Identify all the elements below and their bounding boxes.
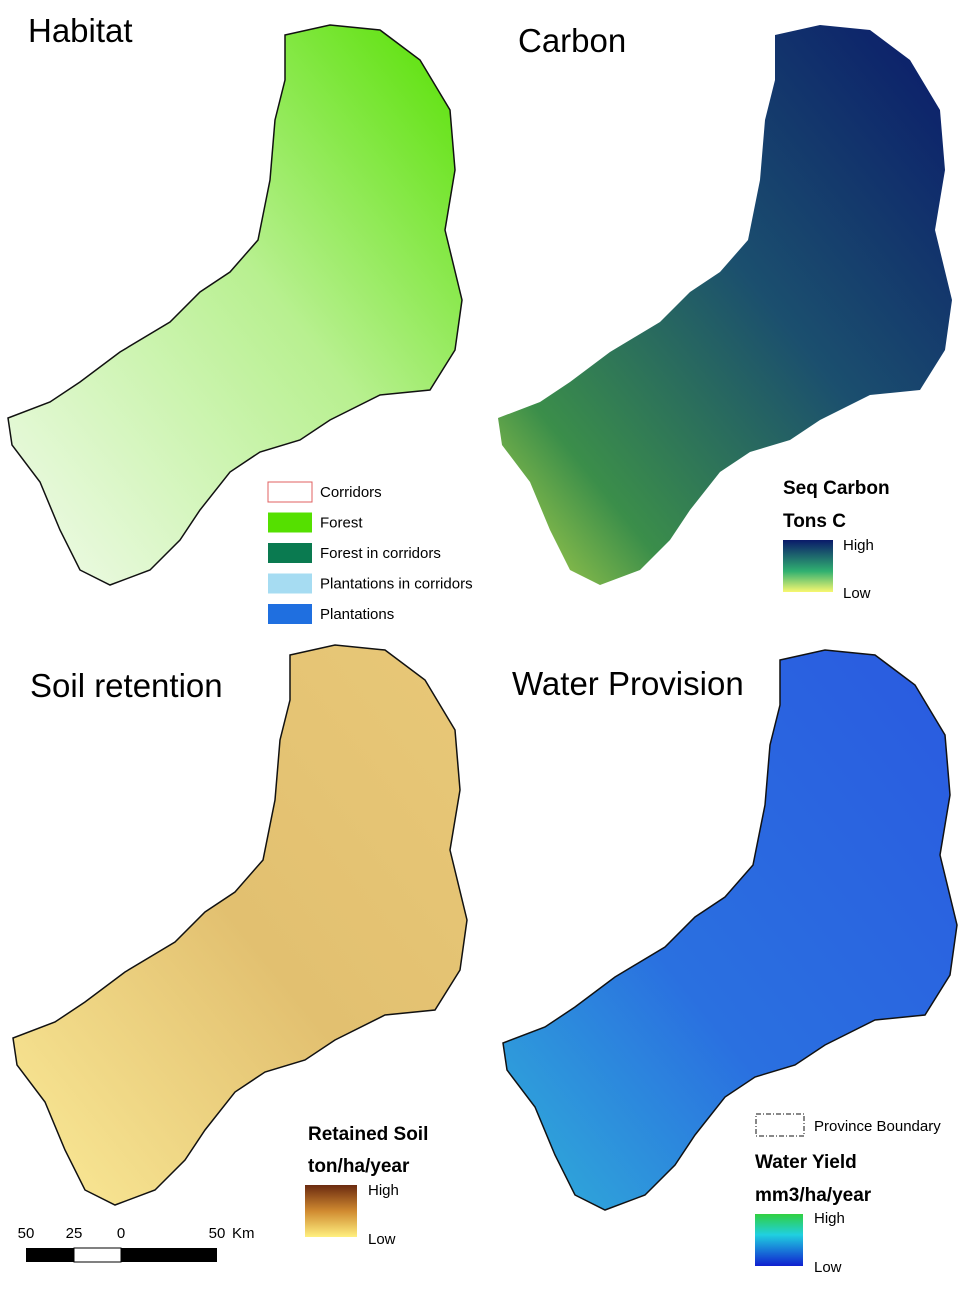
legend-title: Seq Carbon [783,478,890,499]
panel-title: Carbon [518,22,626,59]
soil-map [12,644,468,1206]
legend-swatch [268,604,312,624]
legend-ramp [305,1185,357,1237]
scale-label: 25 [66,1225,83,1242]
legend-ramp [755,1214,803,1266]
panel-title: Soil retention [30,667,223,704]
scale-label: 50 [18,1225,35,1242]
scale-unit: Km [232,1225,255,1242]
legend-label: Plantations [320,606,394,623]
legend-low: Low [814,1259,842,1276]
scale-segment [73,1247,122,1263]
legend-high: High [368,1182,399,1199]
legend-boundary: Province Boundary [814,1118,941,1135]
legend-ramp [783,540,833,592]
scale-segment [26,1248,74,1262]
legend-high: High [814,1210,845,1227]
carbon-map [498,25,952,585]
legend-low: Low [368,1231,396,1248]
panel-title: Habitat [28,12,133,49]
legend-title: Water Yield [755,1152,857,1173]
panel-title: Water Provision [512,665,744,702]
scale-segment [121,1248,217,1262]
legend-label: Forest in corridors [320,545,441,562]
legend-low: Low [843,585,871,602]
boundary-swatch [755,1113,805,1137]
legend-swatch [267,481,313,503]
habitat-map [7,24,463,586]
legend-high: High [843,537,874,554]
scale-label: 50 [209,1225,226,1242]
legend-label: Forest [320,515,363,532]
legend-unit: Tons C [783,511,846,532]
legend-label: Corridors [320,484,382,501]
legend-swatch [268,573,312,594]
legend-title: Retained Soil [308,1124,428,1145]
legend-swatch [268,543,312,563]
legend-unit: mm3/ha/year [755,1185,872,1206]
legend-swatch [268,512,312,533]
legend-label: Plantations in corridors [320,576,473,593]
scale-label: 0 [117,1225,125,1242]
habitat-legend: Corridors Forest Forest in corridors Planta… [267,481,473,624]
legend-unit: ton/ha/year [308,1156,410,1177]
